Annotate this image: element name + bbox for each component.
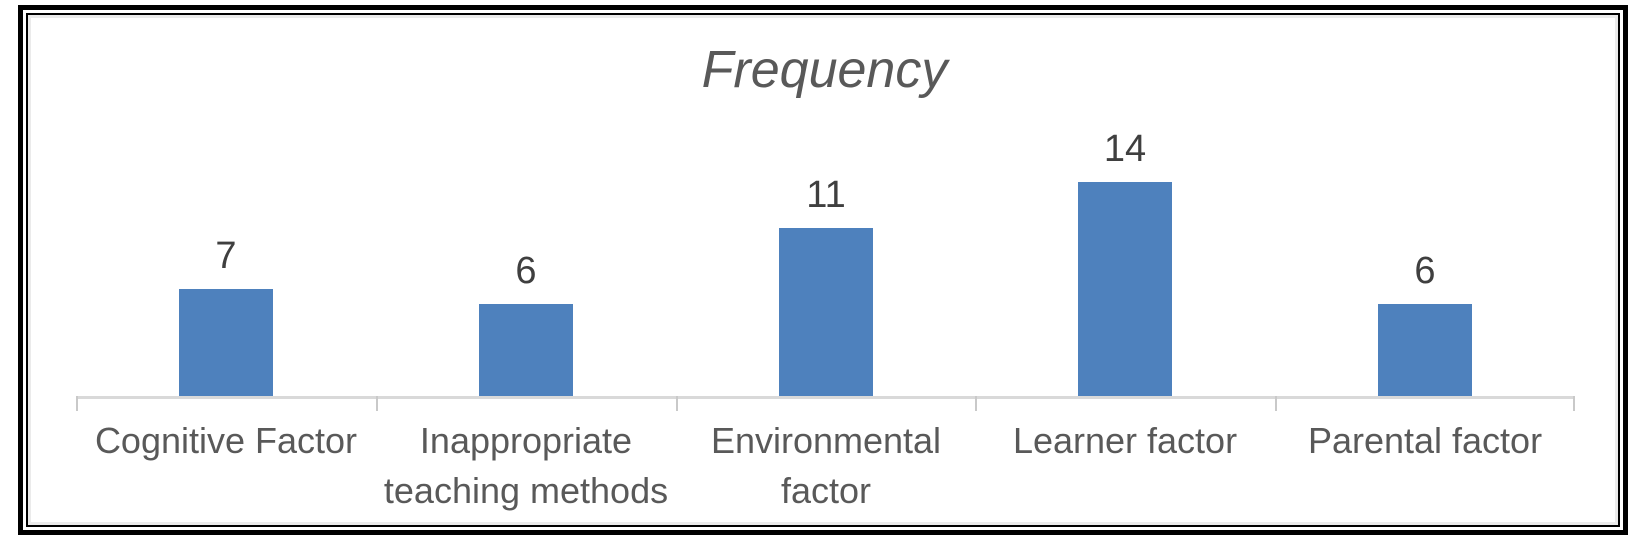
chart-title: Frequency xyxy=(701,41,948,99)
x-axis-tick xyxy=(1573,396,1575,411)
chart-frame-outer-border xyxy=(18,5,1628,535)
category-label: Environmental factor xyxy=(710,420,942,511)
x-axis-tick xyxy=(975,396,977,411)
bar xyxy=(1078,182,1172,396)
bar-value-label: 14 xyxy=(1103,128,1147,170)
bar xyxy=(179,289,273,396)
x-axis-tick xyxy=(76,396,78,411)
category-label: Learner factor xyxy=(1012,420,1238,461)
bar-value-label: 6 xyxy=(515,250,537,292)
x-axis-tick xyxy=(676,396,678,411)
bar-value-label: 6 xyxy=(1414,250,1436,292)
bar xyxy=(1378,304,1472,396)
bar-value-label: 7 xyxy=(215,235,237,277)
bar xyxy=(779,228,873,396)
category-label: Parental factor xyxy=(1307,420,1543,461)
chart-frame-inner-border xyxy=(26,13,1620,527)
category-label: Cognitive Factor xyxy=(94,420,358,461)
x-axis-line xyxy=(76,396,1575,399)
x-axis-tick xyxy=(376,396,378,411)
chart-frame-inner-shadow xyxy=(28,15,1618,525)
category-label: Inappropriate teaching methods xyxy=(383,420,669,511)
x-axis-tick xyxy=(1275,396,1277,411)
bar xyxy=(479,304,573,396)
bar-value-label: 11 xyxy=(806,174,846,216)
